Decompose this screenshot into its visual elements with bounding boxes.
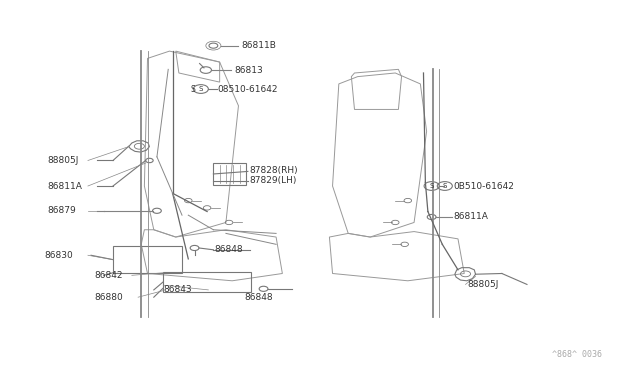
Text: ^868^ 0036: ^868^ 0036	[552, 350, 602, 359]
Text: 88805J: 88805J	[467, 280, 499, 289]
Text: 86830: 86830	[44, 251, 73, 260]
Text: 86879: 86879	[47, 206, 76, 215]
Text: 86813: 86813	[234, 65, 263, 74]
Text: S: S	[191, 84, 196, 93]
Text: S: S	[429, 183, 434, 189]
Text: 86811A: 86811A	[453, 212, 488, 221]
Text: S: S	[443, 183, 447, 189]
Text: 86848: 86848	[244, 293, 273, 302]
Bar	[113, 246, 182, 273]
Text: S: S	[198, 86, 203, 92]
Text: 08510-61642: 08510-61642	[218, 84, 278, 93]
Text: 86811A: 86811A	[47, 182, 82, 190]
Text: 87829(LH): 87829(LH)	[250, 176, 297, 185]
Text: 88805J: 88805J	[47, 156, 79, 165]
Text: 86843: 86843	[163, 285, 192, 294]
Text: 86811B: 86811B	[242, 41, 276, 50]
Bar	[163, 272, 251, 292]
Text: 86848: 86848	[214, 245, 243, 254]
Text: 86880: 86880	[94, 293, 123, 302]
Text: 0B510-61642: 0B510-61642	[454, 182, 515, 190]
Bar	[213, 163, 246, 185]
Text: 86842: 86842	[94, 271, 123, 280]
Text: 87828(RH): 87828(RH)	[250, 166, 298, 175]
